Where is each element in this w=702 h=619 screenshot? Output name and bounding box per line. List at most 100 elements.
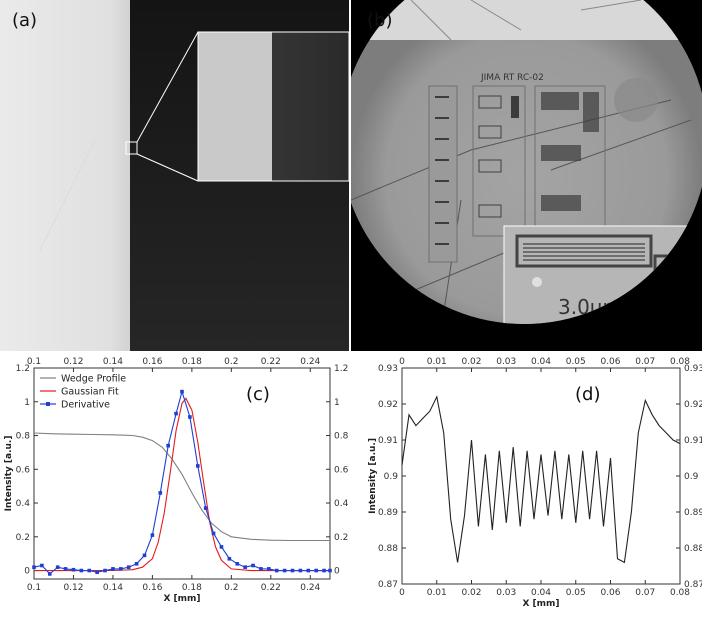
- x-tick-label-top: 0.02: [461, 357, 481, 367]
- data-point-derivative: [47, 572, 52, 576]
- x-axis-label: X [mm]: [522, 599, 559, 609]
- x-tick-label-bottom: 0.07: [635, 588, 655, 598]
- panel-label-b: (b): [367, 10, 393, 31]
- data-point-derivative: [158, 491, 163, 495]
- x-tick-label-top: 0.01: [427, 357, 447, 367]
- y-tick-label-right: 0.6: [334, 465, 349, 475]
- x-tick-label-top: 0.08: [670, 357, 690, 367]
- data-point-derivative: [203, 506, 208, 510]
- data-point-derivative: [111, 567, 115, 571]
- zoom-inset: [197, 31, 349, 182]
- data-point-derivative: [235, 562, 240, 566]
- y-tick-label-right: 0.4: [334, 499, 349, 509]
- data-point-derivative: [95, 570, 99, 575]
- edge-image-svg: [0, 0, 349, 351]
- x-tick-label-top: 0.04: [531, 357, 551, 367]
- data-point-derivative: [103, 568, 107, 573]
- y-tick-label-right: 0.2: [334, 533, 348, 543]
- panel-a-xray-edge-image: (a): [0, 0, 349, 351]
- data-point-derivative: [40, 563, 44, 568]
- data-point-derivative: [166, 443, 170, 448]
- x-tick-label-bottom: 0.01: [427, 588, 447, 598]
- x-tick-label-bottom: 0: [399, 588, 405, 598]
- plot-frame: [401, 367, 681, 585]
- x-tick-label-bottom: 0.12: [63, 583, 83, 593]
- x-tick-label-top: 0.1: [27, 357, 41, 367]
- data-point-derivative: [227, 556, 232, 561]
- data-point-derivative: [219, 545, 224, 549]
- x-tick-label-bottom: 0.1: [27, 583, 41, 593]
- x-tick-label-top: 0.05: [566, 357, 586, 367]
- data-point-derivative: [55, 565, 60, 569]
- legend-entry: Wedge Profile: [61, 374, 126, 385]
- legend-marker: [46, 402, 50, 406]
- data-point-derivative: [71, 567, 76, 572]
- y-tick-label-right: 0.87: [684, 580, 702, 590]
- data-point-derivative: [134, 562, 139, 566]
- x-tick-label-bottom: 0.02: [461, 588, 481, 598]
- series-line-profile: [401, 395, 681, 564]
- y-tick-label-left: 1: [24, 398, 30, 408]
- data-point-derivative: [195, 464, 200, 468]
- x-tick-label-top: 0.14: [103, 357, 123, 367]
- y-tick-label-left: 0.2: [16, 533, 30, 543]
- y-tick-label-right: 1: [334, 398, 340, 408]
- panel-label-a: (a): [12, 10, 38, 31]
- series-line-gaussian-fit: [34, 397, 330, 572]
- y-tick-label-left: 0.92: [378, 400, 398, 410]
- data-point-derivative: [32, 565, 36, 569]
- data-point-derivative: [63, 567, 68, 571]
- circular-field: JIMA RT RC-02 3.0μm: [351, 0, 702, 324]
- y-tick-label-left: 0: [24, 567, 30, 577]
- y-tick-label-right: 0.8: [334, 432, 349, 442]
- y-tick-label-left: 0.91: [378, 436, 398, 446]
- y-tick-label-left: 0.87: [378, 580, 398, 590]
- x-tick-label-top: 0.03: [496, 357, 516, 367]
- data-point-derivative: [150, 533, 155, 537]
- data-point-derivative: [180, 389, 184, 394]
- y-tick-label-right: 0.88: [684, 544, 702, 554]
- y-tick-label-left: 0.89: [378, 508, 398, 518]
- data-point-derivative: [314, 568, 318, 573]
- zoom-region-marker: [125, 141, 138, 155]
- data-point-derivative: [188, 415, 192, 419]
- x-tick-label-top: 0.24: [300, 357, 320, 367]
- y-tick-label-right: 1.2: [334, 364, 348, 374]
- panel-label-c: (c): [246, 384, 270, 405]
- y-tick-label-right: 0: [334, 567, 340, 577]
- y-tick-label-left: 0.9: [384, 472, 399, 482]
- data-point-derivative: [267, 567, 271, 571]
- resolution-image-svg: JIMA RT RC-02 3.0μm: [351, 0, 702, 324]
- data-point-derivative: [142, 553, 147, 558]
- panel-b-resolution-chart-image: JIMA RT RC-02 3.0μm (b): [351, 0, 702, 351]
- y-tick-label-left: 1.2: [16, 364, 30, 374]
- x-tick-label-bottom: 0.24: [300, 583, 320, 593]
- data-point-derivative: [126, 565, 131, 569]
- panel-d-line-profile-chart: 0 0 0.01 0.01 0.02 0.02 0.03 0.03 0.04 0.04 0.05 0.…: [351, 351, 702, 615]
- data-point-derivative: [119, 567, 123, 571]
- inset-magnified-pattern: 3.0μm: [503, 225, 702, 324]
- x-tick-label-bottom: 0.08: [670, 588, 690, 598]
- y-tick-label-right: 0.92: [684, 400, 702, 410]
- plot-frame: [33, 367, 331, 580]
- x-tick-label-top: 0.2: [224, 357, 238, 367]
- x-tick-label-bottom: 0.2: [224, 583, 238, 593]
- data-point-derivative: [322, 568, 326, 573]
- data-point-derivative: [274, 568, 279, 573]
- data-point-derivative: [282, 568, 287, 573]
- data-point-derivative: [259, 567, 263, 571]
- series-line-wedge-profile: [33, 432, 330, 542]
- data-point-derivative: [79, 568, 84, 573]
- data-point-derivative: [87, 568, 92, 573]
- x-tick-label-bottom: 0.14: [103, 583, 123, 593]
- x-tick-label-top: 0.18: [182, 357, 202, 367]
- x-tick-label-bottom: 0.03: [496, 588, 516, 598]
- data-point-derivative: [290, 568, 295, 573]
- y-tick-label-left: 0.88: [378, 544, 398, 554]
- chart-d-svg: 0 0 0.01 0.01 0.02 0.02 0.03 0.03 0.04 0.04 0.05 0.…: [368, 357, 702, 609]
- x-tick-label-bottom: 0.05: [566, 588, 586, 598]
- panel-c-edge-profile-chart: 0.1 0.1 0.12 0.12 0.14 0.14 0.16 0.16 0.18 0.18 0.…: [0, 351, 351, 615]
- y-tick-label-right: 0.9: [684, 472, 699, 482]
- x-tick-label-top: 0.16: [142, 357, 162, 367]
- pattern-title: JIMA RT RC-02: [480, 73, 544, 83]
